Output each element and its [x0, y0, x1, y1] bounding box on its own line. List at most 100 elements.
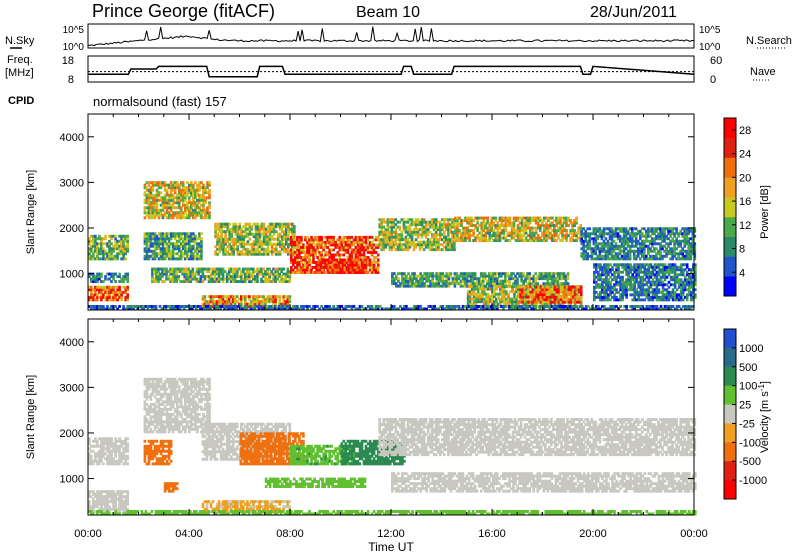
data-cell [332, 235, 336, 239]
data-cell [569, 295, 573, 299]
data-cell [470, 297, 474, 301]
data-cell [284, 300, 288, 304]
data-cell [404, 240, 408, 244]
data-cell [577, 288, 581, 292]
data-cell [384, 238, 388, 242]
data-cell [175, 186, 179, 190]
data-cell [655, 247, 658, 251]
data-cell [498, 234, 502, 238]
data-cell [169, 270, 172, 274]
data-cell [347, 266, 351, 269]
data-cell [88, 242, 91, 246]
data-cell [163, 280, 166, 284]
data-cell [110, 252, 113, 256]
data-cell [468, 221, 471, 225]
data-cell [534, 279, 538, 283]
data-cell [175, 277, 179, 281]
data-cell [639, 249, 642, 253]
data-cell [541, 290, 545, 294]
data-cell [573, 234, 576, 238]
data-cell [560, 277, 564, 281]
data-cell [204, 213, 207, 217]
data-cell [354, 251, 358, 254]
data-cell [579, 224, 583, 228]
data-cell [549, 216, 552, 220]
data-cell [582, 247, 586, 251]
data-cell [501, 297, 504, 301]
data-cell [425, 274, 428, 278]
data-cell [488, 272, 491, 276]
data-cell [590, 249, 594, 253]
data-cell [256, 222, 260, 226]
data-cell [100, 239, 103, 243]
data-cell [230, 237, 234, 241]
data-cell [194, 247, 197, 251]
data-cell [529, 302, 533, 306]
data-cell [290, 235, 293, 239]
data-cell [645, 229, 648, 233]
data-cell [618, 247, 622, 251]
data-cell [465, 277, 469, 281]
data-cell [685, 242, 689, 246]
data-cell [657, 242, 660, 246]
data-cell [404, 235, 408, 239]
data-cell [439, 243, 442, 247]
data-cell [188, 237, 191, 241]
data-cell [258, 242, 262, 246]
data-cell [217, 277, 221, 281]
data-cell [649, 239, 652, 243]
data-cell [280, 240, 284, 244]
data-cell [186, 201, 189, 205]
data-cell [272, 300, 275, 304]
data-cell [608, 234, 612, 238]
data-cell [564, 282, 568, 286]
data-cell [151, 237, 155, 241]
data-cell [122, 239, 125, 243]
data-cell [206, 196, 209, 200]
data-cell [472, 295, 476, 299]
data-cell [175, 257, 179, 261]
data-cell [155, 244, 159, 248]
data-cell [626, 232, 630, 236]
data-cell [213, 280, 217, 284]
data-cell [505, 292, 508, 296]
data-cell [693, 254, 697, 258]
data-cell [203, 300, 207, 304]
data-cell [428, 243, 432, 247]
data-cell [498, 239, 502, 243]
data-cell [510, 236, 514, 240]
data-cell [256, 297, 259, 301]
data-cell [157, 216, 161, 220]
data-cell [198, 201, 201, 205]
data-cell [319, 268, 322, 272]
data-cell [341, 263, 345, 267]
data-cell [177, 186, 181, 190]
data-cell [447, 279, 451, 283]
data-cell [456, 231, 459, 235]
data-cell [494, 226, 498, 230]
data-cell [165, 183, 169, 187]
data-cell [300, 251, 303, 254]
data-cell [98, 295, 101, 299]
data-cell [431, 274, 435, 278]
data-cell [482, 287, 486, 291]
data-cell [407, 284, 410, 288]
data-cell [270, 280, 273, 284]
data-cell [386, 243, 390, 247]
data-cell [567, 288, 571, 292]
data-cell [553, 300, 557, 304]
data-cell [236, 247, 240, 251]
data-cell [470, 287, 474, 291]
data-cell [594, 229, 598, 233]
data-cell [351, 263, 355, 267]
data-cell [464, 239, 467, 243]
data-cell [179, 280, 183, 284]
data-cell [177, 277, 181, 281]
data-cell [173, 267, 176, 271]
data-cell [262, 235, 266, 239]
data-cell [547, 293, 551, 297]
data-cell [116, 298, 119, 302]
data-cell [465, 272, 469, 276]
data-cell [577, 236, 580, 240]
data-cell [366, 251, 370, 254]
